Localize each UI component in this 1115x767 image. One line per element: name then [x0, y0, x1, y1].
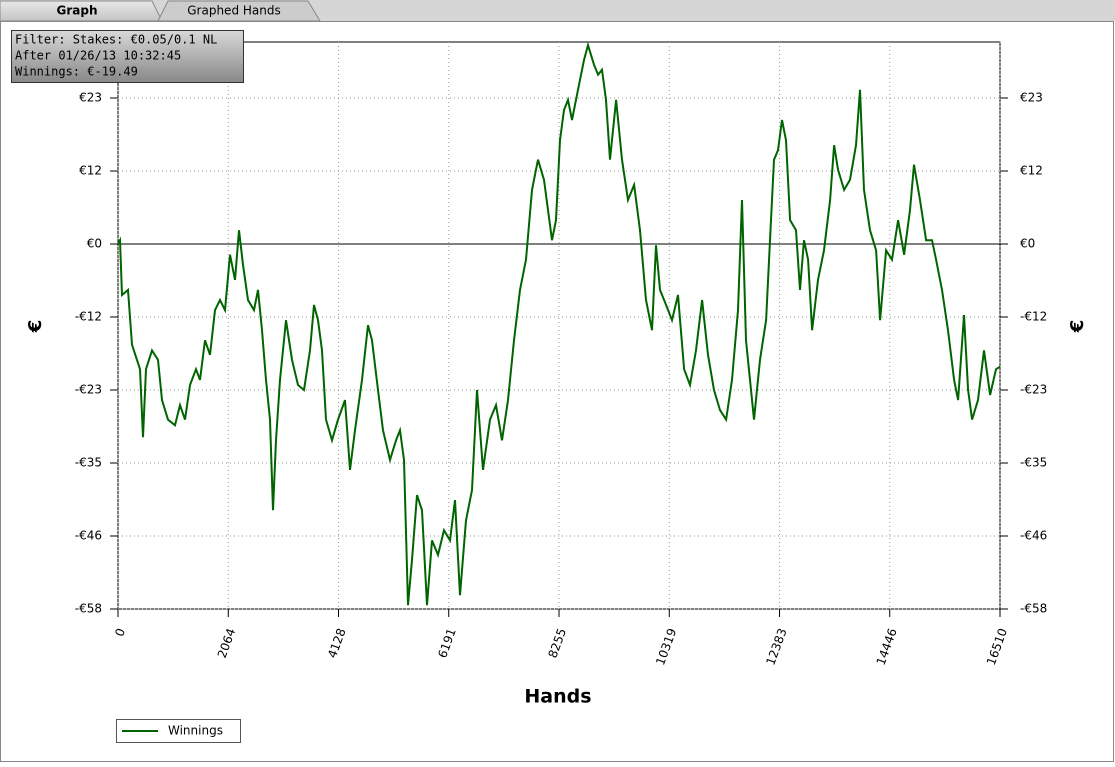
y-tick-label: -€35	[75, 456, 102, 470]
y2-tick-label: -€46	[1020, 529, 1047, 543]
plot-area	[117, 41, 1001, 610]
y2-tick-label: -€23	[1020, 383, 1047, 397]
tab-label[interactable]: Graphed Hands	[187, 4, 280, 18]
y2-tick-label: €0	[1020, 237, 1035, 251]
legend	[116, 719, 241, 743]
filter-line: Winnings: €-19.49	[15, 65, 138, 79]
y-tick-label: €23	[79, 91, 102, 105]
y-tick-label: -€46	[75, 529, 102, 543]
y-tick-label: €12	[79, 164, 102, 178]
y2-tick-label: €23	[1020, 91, 1043, 105]
y2-tick-label: -€12	[1020, 310, 1047, 324]
y-tick-label: -€58	[75, 602, 102, 616]
x-axis-label: Hands	[524, 686, 591, 708]
y2-tick-label: €12	[1020, 164, 1043, 178]
y-axis-label: €	[25, 320, 46, 334]
y-tick-label: €0	[87, 237, 102, 251]
tab-label[interactable]: Graph	[57, 4, 98, 18]
filter-line: After 01/26/13 10:32:45	[15, 49, 181, 63]
y2-axis-label: €	[1067, 320, 1088, 334]
filter-line: Filter: Stakes: €0.05/0.1 NL	[15, 33, 217, 47]
series-line	[117, 41, 1001, 606]
y2-tick-label: -€35	[1020, 456, 1047, 470]
x-tick-label: 0	[112, 626, 128, 638]
y-tick-label: -€12	[75, 310, 102, 324]
legend-label: Winnings	[168, 724, 223, 738]
y2-tick-label: -€58	[1020, 602, 1047, 616]
filter-box	[11, 30, 244, 83]
y-tick-label: -€23	[75, 383, 102, 397]
